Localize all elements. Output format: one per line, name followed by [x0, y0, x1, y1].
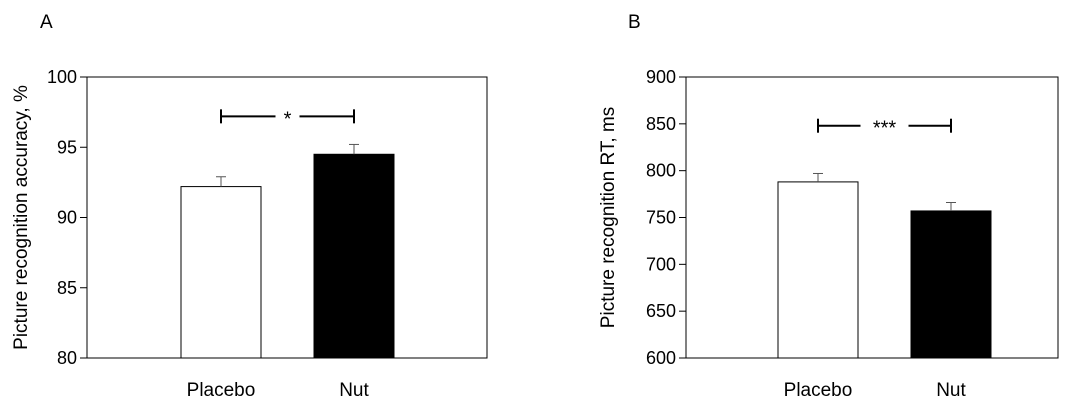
y-axis-title: Picture recognition accuracy, % [11, 85, 32, 350]
y-tick-label: 800 [646, 161, 676, 181]
y-tick-label: 100 [47, 67, 77, 87]
panel-label: B [628, 12, 641, 33]
bar-placebo [778, 182, 858, 358]
chart-panel-a: A 80 85 90 95 100 Picture recognition accuracy… [11, 12, 487, 401]
significance-label: * [284, 108, 292, 130]
y-tick-label: 700 [646, 254, 676, 274]
y-tick-label: 650 [646, 301, 676, 321]
significance-label: *** [873, 118, 897, 140]
y-tick-label: 850 [646, 114, 676, 134]
y-tick-label: 85 [57, 278, 77, 298]
chart-panel-b: B 600 650 700 750 800 850 900 Picture recognitio… [598, 12, 1058, 401]
y-tick-label: 600 [646, 348, 676, 368]
category-label: Nut [339, 380, 369, 401]
category-label: Placebo [784, 380, 853, 401]
panel-label: A [40, 12, 53, 33]
y-axis-title: Picture recognition RT, ms [598, 107, 619, 328]
category-label: Nut [936, 380, 966, 401]
bar-placebo [181, 187, 261, 358]
category-label: Placebo [187, 380, 256, 401]
y-tick-label: 95 [57, 137, 77, 157]
y-tick-label: 900 [646, 67, 676, 87]
y-tick-label: 90 [57, 208, 77, 228]
y-tick-label: 80 [57, 348, 77, 368]
y-tick-label: 750 [646, 208, 676, 228]
bar-nut [314, 154, 394, 358]
bar-nut [911, 211, 991, 358]
